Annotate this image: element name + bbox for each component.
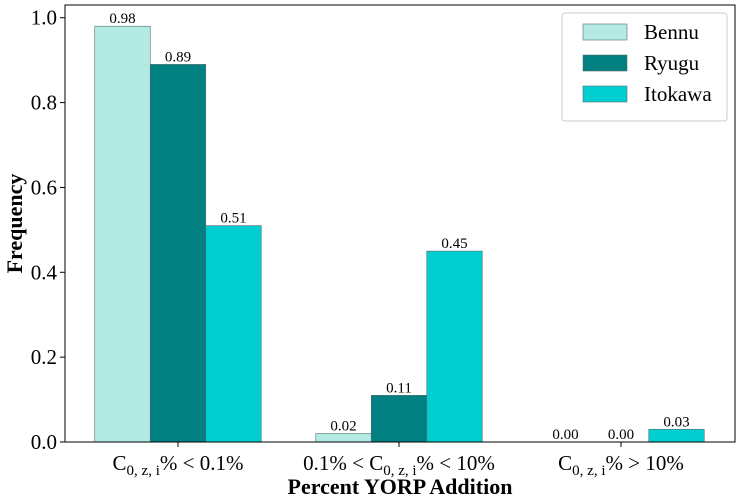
bars-group [94,25,705,443]
y-axis: 0.0 0.2 0.4 0.6 0.8 1.0 [31,6,65,454]
bar-bennu [94,25,151,443]
bar-value-label: 0.89 [165,49,191,65]
bar-value-label: 0.11 [386,380,412,396]
data-labels-group: 0.98 0.02 0.00 0.89 0.11 0.00 0.51 0.45 0.03 [109,11,689,443]
legend-swatch-ryugu [582,54,628,72]
legend-label-bennu: Bennu [644,20,699,44]
bar-itokawa [205,225,262,443]
bar-value-label: 0.51 [220,211,246,227]
legend-label-ryugu: Ryugu [644,51,700,75]
legend-label-itokawa: Itokawa [644,82,712,106]
x-category-label: C0, z, i% > 10% [558,451,684,479]
y-tick-label: 0.2 [31,345,57,369]
bar-value-label: 0.00 [608,427,634,443]
plot-frame [64,4,736,443]
bar-value-label: 0.02 [330,419,356,435]
x-category-label: C0, z, i% < 0.1% [113,451,244,479]
bar-bennu [315,433,372,443]
x-axis: C0, z, i% < 0.1% 0.1% < C0, z, i% < 10% C0… [113,442,684,479]
y-tick-label: 0.6 [31,175,57,199]
bar-ryugu [370,395,428,443]
legend: Bennu Ryugu Itokawa [561,12,728,122]
bar-value-label: 0.98 [109,11,135,27]
bar-value-label: 0.45 [441,236,467,252]
bar-itokawa [648,428,705,443]
legend-swatch-bennu [582,23,628,41]
y-axis-title: Frequency [2,174,27,274]
legend-swatch-itokawa [582,85,628,103]
y-tick-label: 0.8 [31,91,57,115]
bar-ryugu [149,64,207,443]
bar-value-label: 0.03 [663,414,689,430]
bar-itokawa [426,250,483,443]
x-category-label: 0.1% < C0, z, i% < 10% [303,451,495,479]
y-tick-label: 0.0 [31,430,57,454]
y-tick-label: 0.4 [31,260,58,284]
x-axis-title: Percent YORP Addition [288,474,513,499]
y-tick-label: 1.0 [31,6,57,30]
bar-value-label: 0.00 [552,427,578,443]
